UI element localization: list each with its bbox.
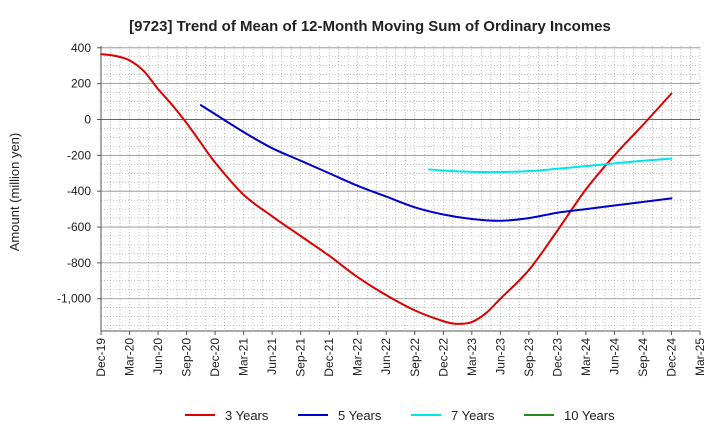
- y-axis-label: Amount (million yen): [7, 133, 22, 252]
- legend: 3 Years 5 Years 7 Years 10 Years: [185, 408, 615, 423]
- y-tick-label: -400: [67, 184, 91, 198]
- x-tick-label: Dec-23: [550, 338, 564, 377]
- x-tick-label: Mar-21: [237, 338, 251, 376]
- legend-label-10-years: 10 Years: [564, 408, 615, 423]
- series-line-7-years: [428, 157, 673, 174]
- y-tick-labels: 400 200 0 -200 -400 -600 -800 -1,000: [57, 41, 91, 306]
- y-tick-label: -200: [67, 148, 91, 162]
- legend-label-5-years: 5 Years: [338, 408, 382, 423]
- y-tick-label: -800: [67, 256, 91, 270]
- axes: [97, 46, 701, 335]
- x-tick-label: Mar-23: [465, 338, 479, 376]
- chart-title: [9723] Trend of Mean of 12-Month Moving …: [129, 18, 611, 35]
- series-line-5-years: [199, 104, 673, 222]
- x-tick-label: Dec-22: [436, 338, 450, 377]
- x-tick-label: Jun-21: [265, 338, 279, 375]
- x-tick-label: Mar-20: [123, 338, 137, 376]
- plot-area: [101, 46, 700, 331]
- x-tick-label: Jun-20: [151, 338, 165, 375]
- x-tick-label: Sep-24: [636, 338, 650, 377]
- grid-lines: [100, 46, 701, 331]
- x-tick-label: Jun-23: [493, 338, 507, 375]
- y-tick-label: -1,000: [57, 292, 91, 306]
- x-tick-label: Mar-24: [579, 338, 593, 376]
- y-tick-label: 0: [84, 112, 91, 126]
- x-tick-labels: Dec-19 Mar-20 Jun-20 Sep-20 Dec-20 Mar-21 Jun-…: [94, 338, 707, 377]
- x-tick-label: Jun-24: [607, 338, 621, 375]
- plot-background: [101, 46, 700, 331]
- x-tick-label: Sep-21: [294, 338, 308, 377]
- x-tick-label: Jun-22: [379, 338, 393, 375]
- x-tick-label: Mar-25: [693, 338, 707, 376]
- series-layer: [100, 53, 673, 325]
- y-tick-label: -600: [67, 220, 91, 234]
- x-tick-label: Dec-20: [208, 338, 222, 377]
- x-tick-label: Mar-22: [351, 338, 365, 376]
- x-tick-label: Dec-24: [664, 338, 678, 377]
- series-line-3-years: [100, 53, 673, 325]
- x-tick-label: Sep-20: [180, 338, 194, 377]
- x-tick-label: Sep-23: [522, 338, 536, 377]
- legend-label-7-years: 7 Years: [451, 408, 495, 423]
- x-tick-label: Dec-21: [322, 338, 336, 377]
- y-tick-label: 400: [71, 41, 91, 55]
- y-tick-label: 200: [71, 77, 91, 91]
- legend-label-3-years: 3 Years: [225, 408, 269, 423]
- x-tick-label: Dec-19: [94, 338, 108, 377]
- x-tick-label: Sep-22: [408, 338, 422, 377]
